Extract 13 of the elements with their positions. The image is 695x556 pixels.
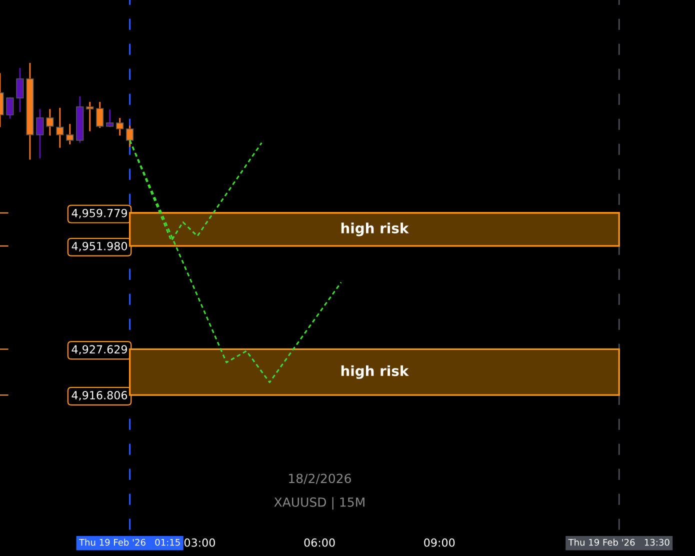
annotation: XAUUSD | 15M — [274, 497, 364, 510]
y-tick-label: 4,927.629 — [72, 345, 127, 355]
band-label: high risk — [341, 365, 409, 379]
y-tick-label: 4,916.806 — [72, 391, 128, 401]
x-tick-label: 06:00 — [304, 538, 335, 547]
y-tick-label: 4,951.980 — [72, 242, 128, 252]
y-tick-label: 4,959.779 — [72, 208, 127, 218]
ref-line-label: Thu 19 Feb '26 01:15 — [78, 538, 180, 546]
ref-line-label: Thu 19 Feb '26 13:30 — [568, 538, 670, 546]
band-label: high risk — [341, 222, 409, 236]
x-tick-label: 03:00 — [184, 538, 215, 547]
x-tick-label: 09:00 — [424, 538, 455, 547]
annotation: 18/2/2026 — [289, 474, 351, 484]
